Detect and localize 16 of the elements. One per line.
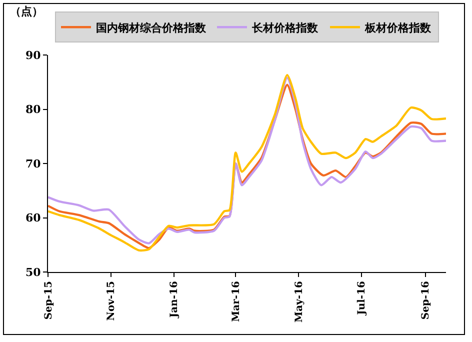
legend-label: 板材价格指数 [364,21,432,34]
legend-label: 长材价格指数 [251,21,319,34]
x-tick-label: Sep-16 [420,280,432,320]
x-tick-label: Sep-15 [43,280,54,320]
y-axis-title: （点） [10,5,43,18]
x-tick-label: Mar-16 [230,280,242,322]
x-tick-label: May-16 [294,280,305,322]
x-tick-label: Jul-16 [356,280,368,316]
legend-label: 国内钢材综合价格指数 [96,21,207,34]
x-tick-label: Jan-16 [169,280,180,319]
y-tick-label: 50 [25,266,42,279]
y-tick-label: 60 [25,212,42,225]
y-tick-label: 80 [25,103,42,116]
y-tick-label: 90 [25,48,42,62]
y-tick-label: 70 [25,157,42,170]
x-tick-label: Nov-15 [106,280,118,321]
